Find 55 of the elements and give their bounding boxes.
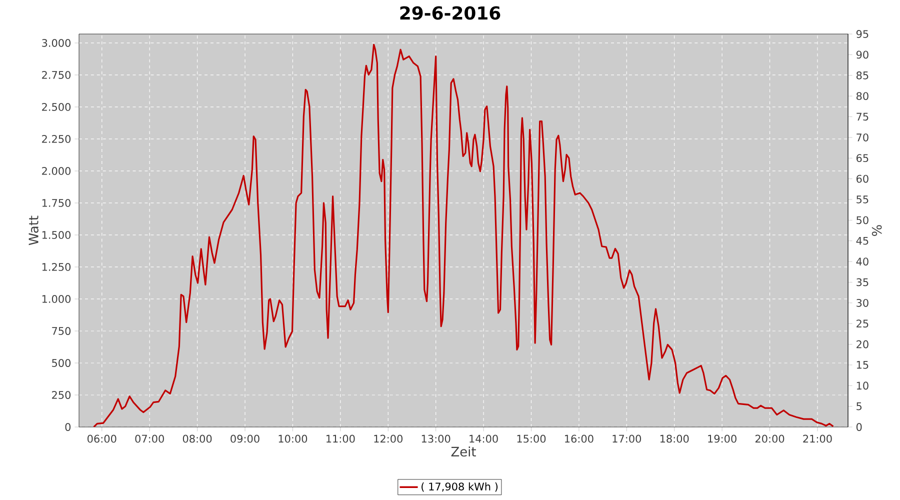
y2-tick-label: 5 (856, 402, 862, 410)
x-tick-label: 14:00 (470, 434, 498, 443)
y2-tick-label: 75 (856, 112, 868, 121)
x-tick-label: 21:00 (803, 434, 832, 443)
y-tick-label: 500 (52, 359, 71, 367)
y-tick-label: 1.750 (42, 199, 71, 207)
y2-tick-label: 85 (856, 71, 868, 80)
y2-tick-label: 90 (856, 50, 868, 59)
x-tick-label: 16:00 (565, 434, 594, 443)
y2-tick-label: 80 (856, 92, 868, 100)
y-tick-label: 0 (65, 423, 71, 431)
y2-tick-label: 55 (856, 196, 868, 204)
x-tick-label: 08:00 (182, 434, 212, 443)
y-tick-label: 2.500 (42, 103, 71, 111)
y-tick-label: 2.000 (42, 167, 71, 175)
y2-tick-label: 60 (856, 174, 868, 183)
y-tick-label: 2.750 (42, 71, 71, 79)
legend-label: ( 17,908 kWh ) (422, 482, 498, 492)
x-tick-label: 10:00 (278, 434, 308, 443)
x-tick-label: 15:00 (517, 434, 546, 443)
y2-tick-label: 15 (856, 361, 868, 369)
y2-axis-title: % (872, 225, 882, 236)
x-axis-title: Zeit (451, 446, 476, 457)
x-tick-label: 12:00 (374, 434, 402, 443)
y2-tick-label: 10 (856, 382, 868, 390)
y2-tick-label: 0 (856, 423, 862, 431)
x-tick-label: 11:00 (326, 434, 355, 443)
y2-tick-label: 40 (856, 258, 868, 266)
line-series (92, 44, 834, 427)
y-tick-label: 2.250 (42, 135, 71, 143)
y2-tick-label: 65 (856, 154, 868, 162)
y2-tick-label: 95 (856, 30, 868, 38)
x-tick-label: 13:00 (422, 434, 450, 443)
y2-tick-label: 20 (856, 340, 868, 348)
y-tick-label: 750 (52, 327, 71, 335)
y-axis-title: Watt (28, 216, 38, 246)
y-tick-label: 1.000 (42, 295, 71, 303)
x-tick-label: 06:00 (88, 434, 116, 443)
chart-title: 29-6-2016 (400, 6, 500, 20)
x-tick-label: 20:00 (755, 434, 784, 443)
y-tick-label: 250 (52, 391, 71, 399)
y-tick-label: 3.000 (42, 39, 71, 47)
x-tick-label: 18:00 (660, 434, 689, 443)
y2-tick-label: 25 (856, 320, 868, 328)
y2-tick-label: 70 (856, 133, 868, 142)
y2-tick-label: 50 (856, 216, 868, 224)
y-tick-label: 1.500 (42, 231, 71, 239)
y2-tick-label: 30 (856, 298, 868, 307)
x-tick-label: 09:00 (230, 434, 260, 443)
y2-tick-label: 35 (856, 278, 868, 286)
x-tick-label: 19:00 (708, 434, 736, 443)
x-tick-label: 17:00 (612, 434, 642, 443)
y-tick-label: 1.250 (42, 263, 71, 271)
y2-tick-label: 45 (856, 236, 868, 245)
x-tick-label: 07:00 (135, 434, 164, 443)
